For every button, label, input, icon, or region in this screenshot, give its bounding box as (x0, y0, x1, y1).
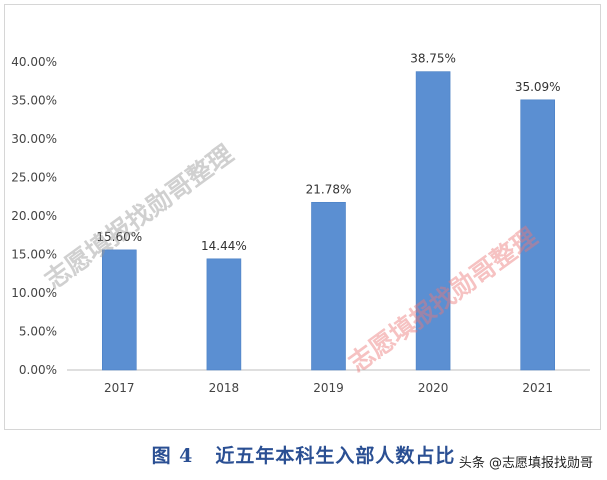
chart-frame: 0.00% 5.00% 10.00% 15.00% 20.00% 25.00% 30.00%… (4, 4, 601, 430)
x-tick-label: 2019 (313, 381, 344, 395)
bar-2019 (311, 201, 346, 371)
figure-number: 图 4 (151, 445, 194, 467)
data-label-2021: 35.09% (515, 80, 561, 94)
bar-2021 (520, 99, 556, 371)
data-labels: 15.60% 14.44% 21.78% 38.75% 35.09% (96, 52, 560, 253)
y-tick-label: 0.00% (19, 363, 57, 377)
y-tick-label: 10.00% (11, 286, 57, 300)
figure-caption: 图 4 近五年本科生入部人数占比 (0, 441, 607, 471)
y-tick-label: 40.00% (11, 55, 57, 69)
y-tick-label: 35.00% (11, 94, 57, 108)
y-axis: 0.00% 5.00% 10.00% 15.00% 20.00% 25.00% 30.00%… (11, 55, 590, 377)
x-tick-label: 2021 (522, 381, 553, 395)
y-tick-label: 5.00% (19, 325, 57, 339)
data-label-2020: 38.75% (410, 52, 456, 66)
bar-chart: 0.00% 5.00% 10.00% 15.00% 20.00% 25.00% 30.00%… (11, 52, 590, 395)
bar-2017 (102, 249, 137, 371)
x-tick-label: 2020 (418, 381, 449, 395)
x-tick-label: 2018 (209, 381, 240, 395)
data-label-2018: 14.44% (201, 239, 247, 253)
x-axis-labels: 2017 2018 2019 2020 2021 (104, 381, 553, 395)
bar-2018 (206, 258, 242, 371)
y-tick-label: 15.00% (11, 248, 57, 262)
data-label-2017: 15.60% (96, 230, 142, 244)
data-label-2019: 21.78% (306, 182, 352, 196)
y-tick-label: 25.00% (11, 171, 57, 185)
bars (102, 71, 556, 371)
figure-title: 近五年本科生入部人数占比 (215, 445, 456, 467)
x-tick-label: 2017 (104, 381, 135, 395)
source-tag: 头条 @志愿填报找勋哥 (456, 452, 595, 471)
y-tick-label: 30.00% (11, 132, 57, 146)
bar-2020 (415, 71, 451, 371)
y-tick-label: 20.00% (11, 209, 57, 223)
